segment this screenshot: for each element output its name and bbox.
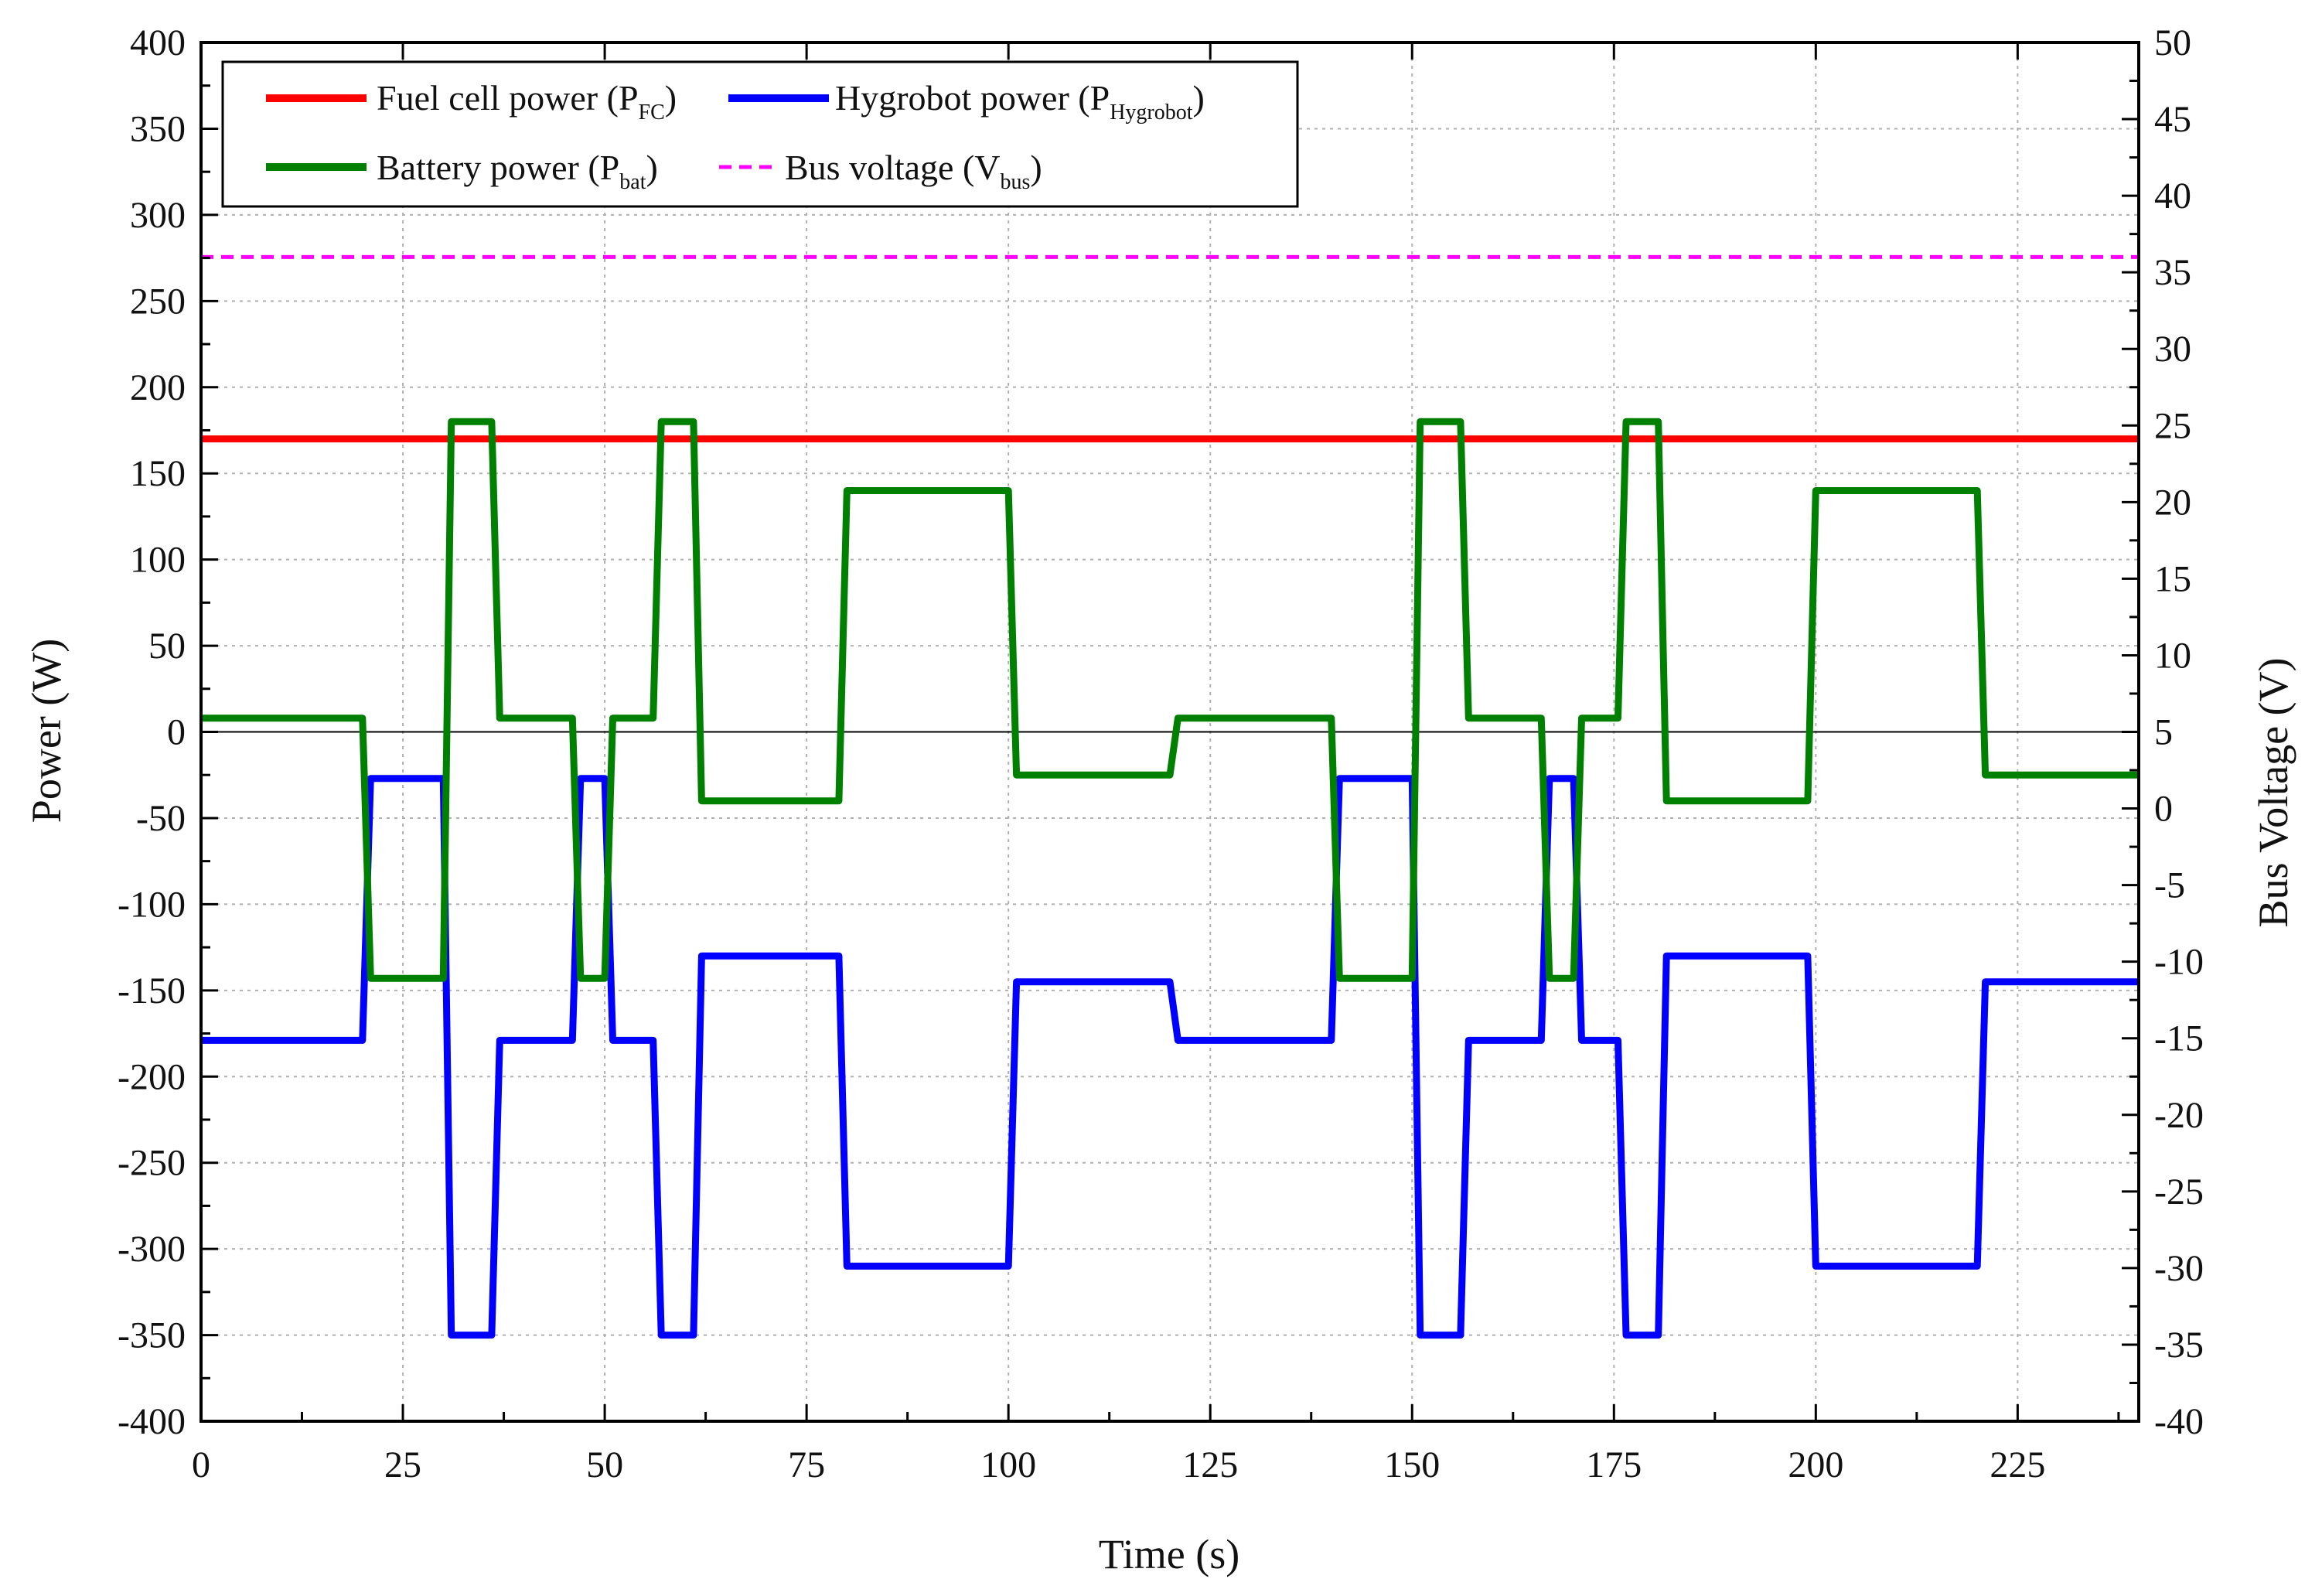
legend-box [221,60,1299,208]
y-tick-label: -400 [118,1401,186,1442]
x-tick-label: 75 [788,1444,825,1485]
axis-ticks [199,41,2139,1423]
tick-labels: 0 25 50 75 100 125 150 175 200 225-400-350-300-25… [118,22,2204,1485]
y-tick-label: -150 [118,970,186,1011]
legend-label-hyg: Hygrobot power (PHygrobot) [835,78,1205,124]
y-tick-label: -250 [118,1143,186,1184]
y2-tick-label: 50 [2154,22,2191,63]
y-tick-label: 50 [148,626,186,667]
y2-tick-label: 40 [2154,176,2191,217]
y2-tick-label: 30 [2154,329,2191,370]
y-tick-label: 150 [130,453,186,494]
y2-tick-label: -40 [2154,1401,2204,1442]
series-lines [201,254,2139,1339]
x-axis-title: Time (s) [1099,1531,1240,1577]
x-tick-label: 175 [1586,1444,1642,1485]
y-tick-label: 0 [167,712,186,753]
y-tick-label: 350 [130,108,186,149]
y2-tick-label: 25 [2154,405,2191,446]
y2-tick-label: 20 [2154,482,2191,523]
y2-tick-label: -5 [2154,865,2185,906]
y2-axis-title: Bus Voltage (V) [2250,658,2296,928]
y2-tick-label: -15 [2154,1018,2204,1059]
y-tick-label: -50 [136,798,186,839]
legend-label-fc: Fuel cell power (PFC) [377,78,677,124]
x-tick-label: 25 [384,1444,421,1485]
x-tick-label: 200 [1788,1444,1843,1485]
x-tick-label: 100 [980,1444,1036,1485]
y-tick-label: -200 [118,1056,186,1097]
x-tick-label: 125 [1182,1444,1238,1485]
y2-tick-label: 0 [2154,789,2173,830]
y-tick-label: 100 [130,540,186,581]
y-tick-label: -350 [118,1315,186,1356]
y-tick-label: 250 [130,281,186,322]
legend: Fuel cell power (PFC) Hygrobot power (PH… [221,60,1299,208]
legend-label-vbus: Bus voltage (Vbus) [785,148,1042,194]
y2-tick-label: 5 [2154,712,2173,753]
y-tick-label: 300 [130,195,186,236]
y2-tick-label: -25 [2154,1171,2204,1212]
y2-tick-label: 45 [2154,99,2191,140]
series-line-bat [201,418,2139,982]
series-line-hyg [201,775,2139,1339]
y-tick-label: 200 [130,367,186,408]
y-axis-title: Power (W) [23,639,70,823]
y2-tick-label: -20 [2154,1095,2204,1136]
y-tick-label: -300 [118,1229,186,1270]
y-tick-label: 400 [130,22,186,63]
y2-tick-label: -10 [2154,942,2204,983]
y2-tick-label: -30 [2154,1248,2204,1289]
y2-tick-label: -35 [2154,1325,2204,1366]
y2-tick-label: 35 [2154,252,2191,293]
y2-tick-label: 10 [2154,635,2191,676]
y-tick-label: -100 [118,884,186,925]
x-tick-label: 150 [1384,1444,1440,1485]
legend-label-bat: Battery power (Pbat) [377,148,658,194]
y2-tick-label: 15 [2154,558,2191,599]
x-tick-label: 225 [1990,1444,2045,1485]
x-tick-label: 0 [192,1444,210,1485]
x-tick-label: 50 [586,1444,623,1485]
